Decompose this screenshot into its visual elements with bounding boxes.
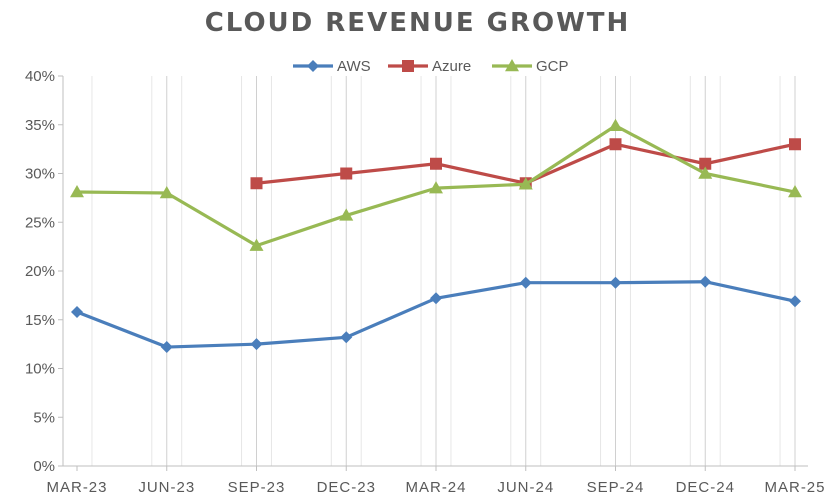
gcp-data-point bbox=[339, 208, 354, 221]
y-tick-label: 20% bbox=[25, 263, 55, 280]
gcp-data-point bbox=[429, 181, 443, 194]
x-tick-label: JUN-24 bbox=[497, 479, 554, 496]
y-tick-label: 25% bbox=[25, 214, 55, 231]
gcp-data-point bbox=[698, 166, 713, 179]
legend-aws-marker bbox=[307, 60, 319, 72]
series-group bbox=[70, 118, 802, 354]
legend-item-aws: AWS bbox=[293, 58, 371, 75]
legend-gcp-label: GCP bbox=[536, 58, 569, 75]
y-tick-label: 15% bbox=[25, 312, 55, 329]
grid-lines bbox=[91, 76, 796, 466]
y-tick-label: 40% bbox=[25, 68, 55, 85]
x-tick-label: MAR-24 bbox=[405, 479, 466, 496]
aws-data-point bbox=[609, 276, 622, 289]
azure-data-point bbox=[699, 157, 712, 170]
azure-data-point bbox=[789, 138, 801, 151]
y-tick-label: 30% bbox=[25, 166, 55, 183]
aws-data-point bbox=[789, 295, 801, 308]
legend-azure-label: Azure bbox=[432, 58, 471, 75]
legend-aws-label: AWS bbox=[337, 58, 371, 75]
azure-data-point bbox=[250, 177, 263, 190]
x-tick-label: JUN-23 bbox=[138, 479, 195, 496]
legend-item-gcp: GCP bbox=[492, 58, 569, 75]
y-tick-label: 5% bbox=[33, 409, 55, 426]
y-tick-label: 10% bbox=[25, 361, 55, 378]
aws-data-point bbox=[699, 275, 712, 288]
aws-data-point bbox=[519, 276, 532, 289]
gcp-data-point bbox=[788, 185, 802, 198]
legend: AWS Azure GCP bbox=[293, 58, 569, 75]
gcp-data-point bbox=[70, 185, 84, 198]
legend-gcp-marker bbox=[505, 59, 519, 72]
legend-azure-marker bbox=[402, 60, 414, 72]
aws-data-point bbox=[430, 292, 442, 305]
gcp-data-point bbox=[518, 177, 533, 190]
legend-item-azure: Azure bbox=[388, 58, 471, 75]
x-tick-label: MAR-25 bbox=[764, 479, 825, 496]
aws-data-point bbox=[250, 338, 263, 351]
aws-data-point bbox=[340, 331, 353, 344]
aws-data-point bbox=[160, 341, 173, 354]
axes: 0% 5% 10% 15% 20% 25% 30% 35% 40% MAR-23 JUN-23 SEP… bbox=[25, 68, 825, 496]
x-tick-label: SEP-23 bbox=[228, 479, 286, 496]
gcp-data-point bbox=[159, 186, 174, 199]
y-tick-label: 0% bbox=[33, 458, 55, 475]
x-tick-label: MAR-23 bbox=[46, 479, 107, 496]
azure-data-point bbox=[340, 167, 353, 180]
x-tick-label: DEC-24 bbox=[676, 479, 735, 496]
series-aws bbox=[71, 275, 801, 354]
gcp-data-point bbox=[608, 118, 623, 131]
azure-data-point bbox=[430, 157, 442, 170]
azure-data-point bbox=[609, 138, 622, 151]
gcp-data-point bbox=[249, 238, 264, 251]
x-tick-label: DEC-23 bbox=[317, 479, 376, 496]
series-gcp bbox=[70, 118, 802, 251]
y-tick-label: 35% bbox=[25, 117, 55, 134]
aws-data-point bbox=[71, 305, 83, 318]
chart-title: CLOUD REVENUE GROWTH bbox=[204, 8, 631, 38]
x-tick-label: SEP-24 bbox=[587, 479, 645, 496]
